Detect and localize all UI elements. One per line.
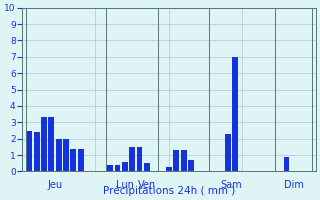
- Text: Dim: Dim: [284, 180, 304, 190]
- Bar: [70, 149, 76, 171]
- Bar: [232, 57, 238, 171]
- Bar: [115, 165, 120, 171]
- Text: Ven: Ven: [138, 180, 156, 190]
- Bar: [41, 117, 47, 171]
- Bar: [180, 150, 187, 171]
- Bar: [56, 139, 61, 171]
- Bar: [137, 147, 142, 171]
- Bar: [225, 134, 231, 171]
- Bar: [284, 157, 289, 171]
- Bar: [63, 139, 69, 171]
- Bar: [78, 149, 84, 171]
- Text: Sam: Sam: [220, 180, 242, 190]
- Bar: [173, 150, 179, 171]
- Bar: [107, 165, 113, 171]
- Bar: [166, 167, 172, 171]
- Bar: [188, 160, 194, 171]
- Bar: [34, 132, 40, 171]
- Bar: [129, 147, 135, 171]
- X-axis label: Précipitations 24h ( mm ): Précipitations 24h ( mm ): [103, 185, 235, 196]
- Text: Lun: Lun: [116, 180, 134, 190]
- Bar: [26, 130, 32, 171]
- Bar: [144, 163, 150, 171]
- Bar: [48, 117, 54, 171]
- Bar: [122, 162, 128, 171]
- Text: Jeu: Jeu: [47, 180, 62, 190]
